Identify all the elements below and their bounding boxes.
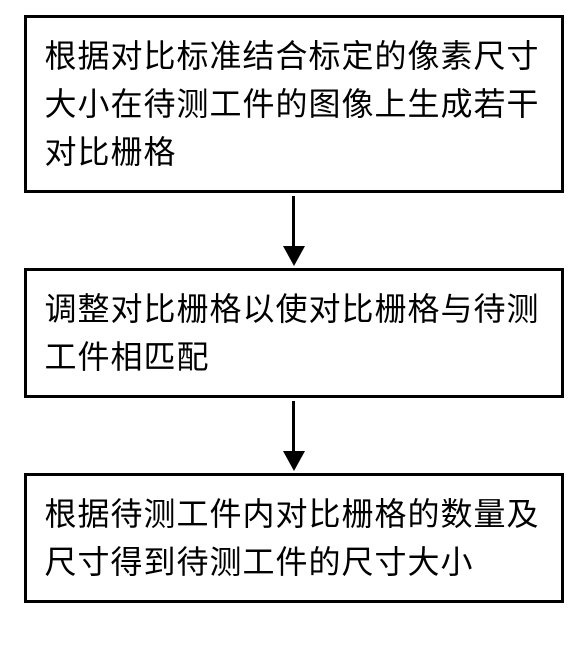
- step-3-text: 根据待测工件内对比栅格的数量及尺寸得到待测工件的尺寸大小: [45, 490, 543, 586]
- step-1-text: 根据对比标准结合标定的像素尺寸大小在待测工件的图像上生成若干对比栅格: [45, 32, 543, 176]
- flowchart-step-1: 根据对比标准结合标定的像素尺寸大小在待测工件的图像上生成若干对比栅格: [24, 15, 564, 193]
- arrow-2: [283, 398, 305, 473]
- arrow-1: [283, 193, 305, 268]
- arrow-1-line: [292, 196, 295, 246]
- arrow-2-head: [283, 451, 305, 471]
- flowchart-container: 根据对比标准结合标定的像素尺寸大小在待测工件的图像上生成若干对比栅格 调整对比栅…: [0, 0, 587, 603]
- arrow-1-head: [283, 246, 305, 266]
- flowchart-step-3: 根据待测工件内对比栅格的数量及尺寸得到待测工件的尺寸大小: [24, 473, 564, 603]
- flowchart-step-2: 调整对比栅格以使对比栅格与待测工件相匹配: [24, 268, 564, 398]
- step-2-text: 调整对比栅格以使对比栅格与待测工件相匹配: [45, 285, 543, 381]
- arrow-2-line: [292, 401, 295, 451]
